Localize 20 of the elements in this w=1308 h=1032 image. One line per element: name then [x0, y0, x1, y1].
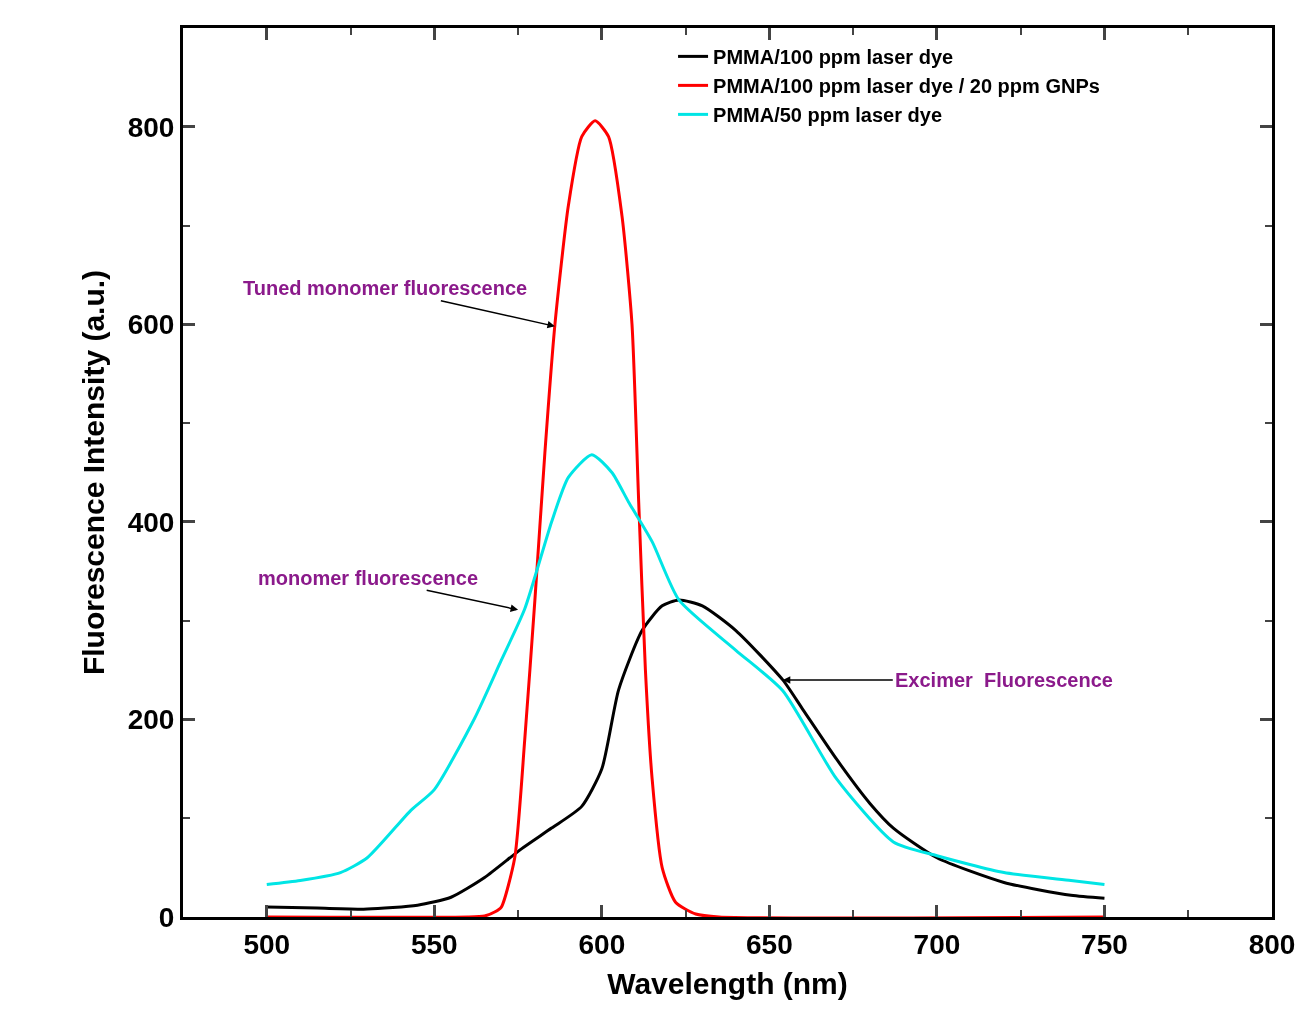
- x-tick-label: 800: [1248, 928, 1296, 960]
- annotation: monomer fluorescence: [258, 567, 479, 589]
- y-tick-label: 600: [127, 309, 175, 341]
- x-tick-label: 750: [1081, 928, 1128, 960]
- y-tick-label: 800: [127, 111, 175, 143]
- x-tick-label: 650: [746, 928, 793, 960]
- annotation: Tuned monomer fluorescence: [243, 277, 528, 299]
- y-tick-label: 0: [158, 901, 175, 933]
- y-axis-title: Fluorescence Intensity (a.u.): [76, 269, 110, 676]
- x-axis-title: Wavelength (nm): [607, 967, 848, 1001]
- x-tick-label: 550: [410, 928, 458, 960]
- x-tick-label: 700: [913, 928, 961, 960]
- legend-label: PMMA/100 ppm laser dye: [713, 46, 954, 69]
- y-tick-label: 400: [127, 506, 175, 538]
- x-tick-label: 500: [243, 928, 291, 960]
- y-tick-label: 200: [127, 704, 175, 736]
- legend-label: PMMA/50 ppm laser dye: [713, 104, 943, 127]
- legend-label: PMMA/100 ppm laser dye / 20 ppm GNPs: [713, 75, 1100, 98]
- annotation: Excimer Fluorescence: [895, 669, 1113, 691]
- x-tick-label: 600: [578, 928, 626, 960]
